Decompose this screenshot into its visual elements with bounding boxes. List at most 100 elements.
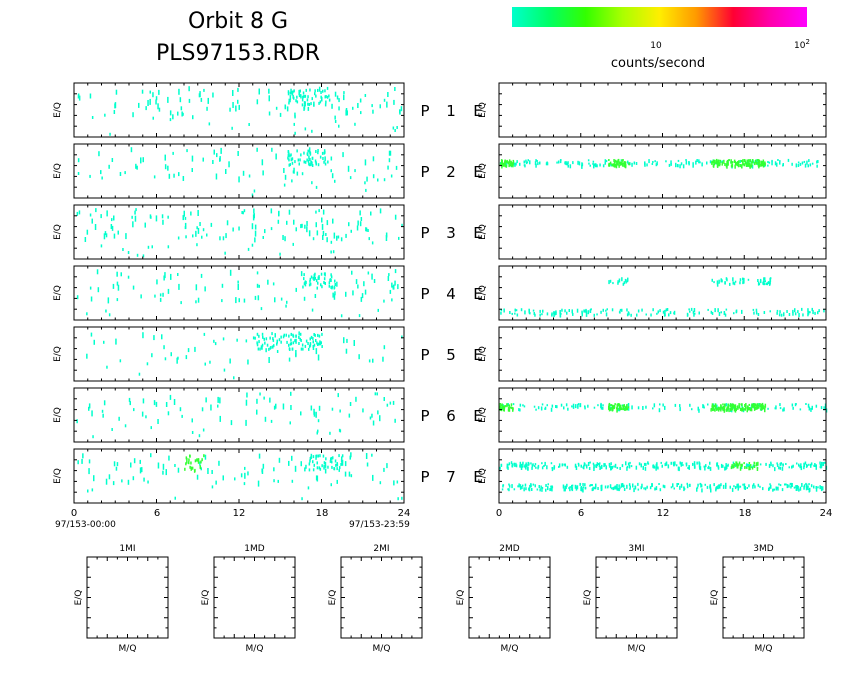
mass-panel-ylabel: E/Q (328, 590, 338, 606)
data-pixel (805, 487, 808, 491)
data-pixel (152, 92, 154, 98)
data-pixel (774, 467, 776, 472)
data-pixel (194, 346, 196, 352)
x-tick-label: 18 (739, 508, 752, 519)
data-pixel (823, 461, 826, 464)
data-pixel (670, 486, 673, 489)
data-pixel (652, 407, 654, 410)
data-pixel (165, 402, 168, 407)
data-pixel (634, 485, 636, 488)
data-pixel (743, 462, 745, 465)
data-pixel (508, 159, 511, 164)
data-pixel (396, 480, 399, 484)
data-pixel (362, 408, 364, 413)
data-pixel (546, 312, 549, 316)
data-pixel (293, 219, 295, 225)
data-pixel (532, 309, 535, 312)
data-pixel (393, 480, 395, 486)
data-pixel (310, 335, 313, 339)
data-pixel (602, 164, 605, 168)
data-pixel (612, 487, 614, 491)
data-pixel (349, 176, 352, 180)
data-pixel (710, 310, 713, 314)
data-pixel (398, 236, 400, 240)
data-pixel (290, 153, 292, 157)
data-pixel (621, 277, 623, 282)
data-pixel (132, 112, 134, 118)
data-pixel (592, 160, 595, 163)
data-pixel (738, 461, 741, 465)
data-pixel (744, 404, 747, 409)
data-pixel (650, 313, 652, 317)
data-pixel (816, 160, 818, 164)
data-pixel (312, 237, 315, 241)
data-pixel (616, 487, 618, 491)
data-pixel (150, 426, 152, 430)
data-pixel (811, 405, 813, 410)
data-pixel (806, 464, 808, 467)
data-pixel (812, 310, 814, 315)
data-pixel (105, 309, 107, 313)
data-pixel (296, 100, 299, 104)
data-pixel (336, 95, 339, 100)
data-pixel (711, 278, 713, 282)
data-pixel (359, 210, 361, 216)
data-pixel (155, 401, 158, 407)
data-pixel (686, 312, 689, 317)
data-pixel (620, 407, 622, 410)
data-pixel (272, 337, 274, 341)
x-tick-label: 0 (496, 508, 502, 519)
data-pixel (703, 406, 705, 409)
data-pixel (288, 209, 291, 215)
data-pixel (604, 159, 607, 163)
data-pixel (371, 273, 373, 280)
data-pixel (111, 218, 113, 222)
data-pixel (649, 486, 652, 490)
data-pixel (564, 161, 566, 165)
data-pixel (627, 462, 630, 466)
data-pixel (287, 90, 290, 94)
data-pixel (730, 164, 733, 168)
data-pixel (147, 480, 149, 484)
data-pixel (167, 245, 170, 249)
data-pixel (499, 405, 501, 409)
data-pixel (761, 407, 763, 411)
data-pixel (303, 160, 305, 164)
data-pixel (742, 483, 744, 486)
data-pixel (651, 163, 654, 165)
data-pixel (609, 279, 612, 283)
right-panel-4 (498, 265, 827, 321)
data-pixel (795, 485, 797, 489)
data-pixel (389, 401, 392, 405)
data-pixel (313, 275, 315, 279)
data-pixel (315, 454, 318, 458)
data-pixel (704, 483, 706, 486)
data-pixel (613, 465, 615, 468)
data-pixel (358, 314, 361, 318)
data-pixel (807, 486, 809, 490)
data-pixel (272, 338, 275, 342)
data-pixel (307, 159, 310, 163)
data-pixel (657, 310, 659, 314)
data-pixel (371, 241, 374, 245)
data-pixel (726, 407, 728, 412)
data-pixel (285, 304, 287, 308)
data-pixel (591, 484, 593, 486)
mass-panel-xlabel: M/Q (501, 644, 519, 654)
data-pixel (367, 229, 369, 232)
data-pixel (796, 485, 798, 489)
data-pixel (801, 161, 804, 165)
plot-frame (498, 143, 827, 199)
data-pixel (195, 300, 197, 304)
data-pixel (644, 162, 646, 167)
data-pixel (609, 465, 612, 468)
data-pixel (394, 280, 396, 286)
data-pixel (337, 235, 340, 239)
data-pixel (790, 482, 793, 486)
data-pixel (203, 332, 206, 336)
data-pixel (296, 149, 298, 153)
data-pixel (217, 396, 219, 403)
data-pixel (268, 111, 271, 116)
data-pixel (754, 403, 756, 408)
data-pixel (546, 162, 549, 166)
